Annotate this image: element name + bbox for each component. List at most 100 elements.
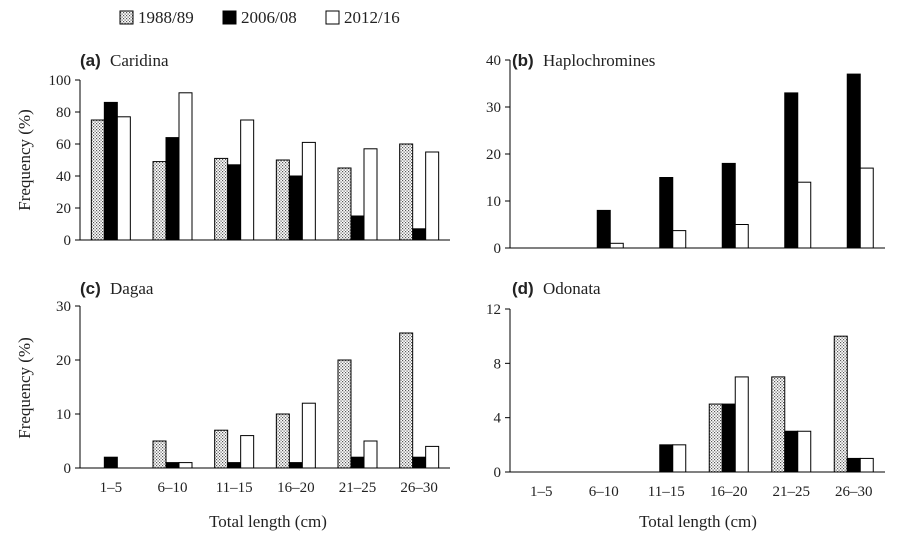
ylabel-top: Frequency (%) [15, 109, 34, 211]
legend-label-2006-08: 2006/08 [241, 8, 297, 27]
legend-swatch-2012-16 [325, 10, 340, 25]
bar-2006-08-4 [288, 462, 303, 469]
xlabel-left: Total length (cm) [209, 512, 327, 531]
panel-a-title: Caridina [110, 51, 169, 70]
bar-1988-89-5 [337, 167, 352, 241]
y-tick-label: 0 [494, 465, 502, 481]
x-tick-label: 6–10 [589, 484, 619, 500]
panel-d-odonata: (d) Odonata 0 4 8 12 1–5 6–10 11–15 16–20 21–25 2… [486, 279, 885, 500]
panel-b-title: Haplochromines [543, 51, 655, 70]
xlabel-right: Total length (cm) [639, 512, 757, 531]
bar-2012-16-5 [363, 440, 378, 469]
legend-swatch-2006-08 [222, 10, 237, 25]
bar-2012-16-6 [859, 457, 874, 473]
bar-2006-08-3 [659, 177, 674, 249]
y-tick-label: 20 [56, 201, 71, 217]
legend-label-1988-89: 1988/89 [138, 8, 194, 27]
bar-1988-89-5 [771, 376, 786, 473]
bar-2006-08-2 [596, 209, 611, 249]
x-tick-label: 6–10 [158, 480, 188, 496]
bar-2006-08-4 [288, 175, 303, 241]
bar-1988-89-5 [337, 359, 352, 469]
ylabel-bottom: Frequency (%) [15, 337, 34, 439]
y-tick-label: 8 [494, 356, 502, 372]
bar-1988-89-4 [275, 159, 290, 241]
y-tick-label: 100 [49, 73, 72, 89]
bar-1988-89-2 [152, 161, 167, 241]
bar-2006-08-6 [412, 456, 427, 469]
bar-2012-16-2 [609, 242, 624, 249]
panel-c-letter: (c) [80, 279, 101, 298]
panel-a-caridina: (a) Caridina 0 20 40 60 80 100 [49, 51, 450, 249]
bar-2012-16-4 [301, 141, 316, 241]
bar-1988-89-6 [399, 332, 414, 469]
panel-c-title: Dagaa [110, 279, 154, 298]
panel-c-dagaa: (c) Dagaa 0 10 20 30 1–5 6–10 11–15 16–20 21–25 2… [56, 279, 450, 496]
bar-1988-89-6 [399, 143, 414, 241]
bar-2012-16-3 [240, 119, 255, 241]
y-tick-label: 60 [56, 137, 71, 153]
bar-2006-08-2 [165, 462, 180, 469]
x-tick-label: 21–25 [773, 484, 811, 500]
bar-1988-89-4 [708, 403, 723, 473]
bar-2012-16-3 [240, 435, 255, 469]
x-tick-label: 21–25 [339, 480, 377, 496]
y-tick-label: 80 [56, 105, 71, 121]
bar-2006-08-4 [721, 162, 736, 249]
panel-b-letter: (b) [512, 51, 534, 70]
bar-2006-08-6 [846, 457, 861, 473]
bar-1988-89-3 [214, 157, 229, 241]
bar-1988-89-2 [152, 440, 167, 469]
bar-2012-16-3 [672, 230, 687, 249]
bar-2012-16-2 [178, 92, 193, 241]
bar-2006-08-3 [659, 444, 674, 473]
y-tick-label: 0 [494, 241, 502, 257]
bar-2012-16-6 [859, 167, 874, 249]
bar-2012-16-2 [178, 462, 193, 469]
y-tick-label: 12 [486, 302, 501, 318]
bar-2006-08-3 [227, 462, 242, 469]
panel-b-haplochromines: (b) Haplochromines 0 10 20 30 40 [486, 51, 885, 257]
legend-swatch-1988-89 [119, 10, 134, 25]
bar-2006-08-5 [350, 456, 365, 469]
x-tick-label: 1–5 [100, 480, 123, 496]
bar-2006-08-3 [227, 164, 242, 241]
bar-2012-16-6 [425, 151, 440, 241]
x-tick-label: 16–20 [710, 484, 748, 500]
x-tick-label: 26–30 [835, 484, 873, 500]
bar-2006-08-6 [846, 73, 861, 249]
bar-2012-16-4 [734, 376, 749, 473]
y-tick-label: 30 [56, 299, 71, 315]
x-tick-label: 1–5 [530, 484, 553, 500]
bar-1988-89-6 [833, 335, 848, 473]
bar-2012-16-6 [425, 445, 440, 469]
panel-d-title: Odonata [543, 279, 601, 298]
bar-2006-08-6 [412, 228, 427, 241]
y-tick-label: 40 [56, 169, 71, 185]
bar-2006-08-5 [784, 430, 799, 473]
panel-d-letter: (d) [512, 279, 534, 298]
bar-1988-89-1 [90, 119, 105, 241]
y-tick-label: 20 [486, 147, 501, 163]
x-tick-label: 11–15 [216, 480, 253, 496]
y-tick-label: 0 [64, 233, 72, 249]
y-tick-label: 40 [486, 53, 501, 69]
bar-2012-16-5 [363, 148, 378, 241]
bar-1988-89-3 [214, 429, 229, 469]
x-tick-label: 26–30 [400, 480, 438, 496]
y-tick-label: 30 [486, 100, 501, 116]
y-tick-label: 0 [64, 461, 72, 477]
x-tick-label: 11–15 [648, 484, 685, 500]
bar-2012-16-1 [116, 116, 131, 241]
bar-2006-08-5 [784, 92, 799, 249]
bar-2012-16-5 [797, 181, 812, 249]
legend: 1988/89 2006/08 2012/16 [119, 8, 400, 27]
y-tick-label: 10 [56, 407, 71, 423]
bar-2012-16-4 [734, 224, 749, 249]
bar-2006-08-1 [103, 101, 118, 241]
bar-2012-16-5 [797, 430, 812, 473]
bar-2012-16-3 [672, 444, 687, 473]
bar-2006-08-2 [165, 137, 180, 241]
